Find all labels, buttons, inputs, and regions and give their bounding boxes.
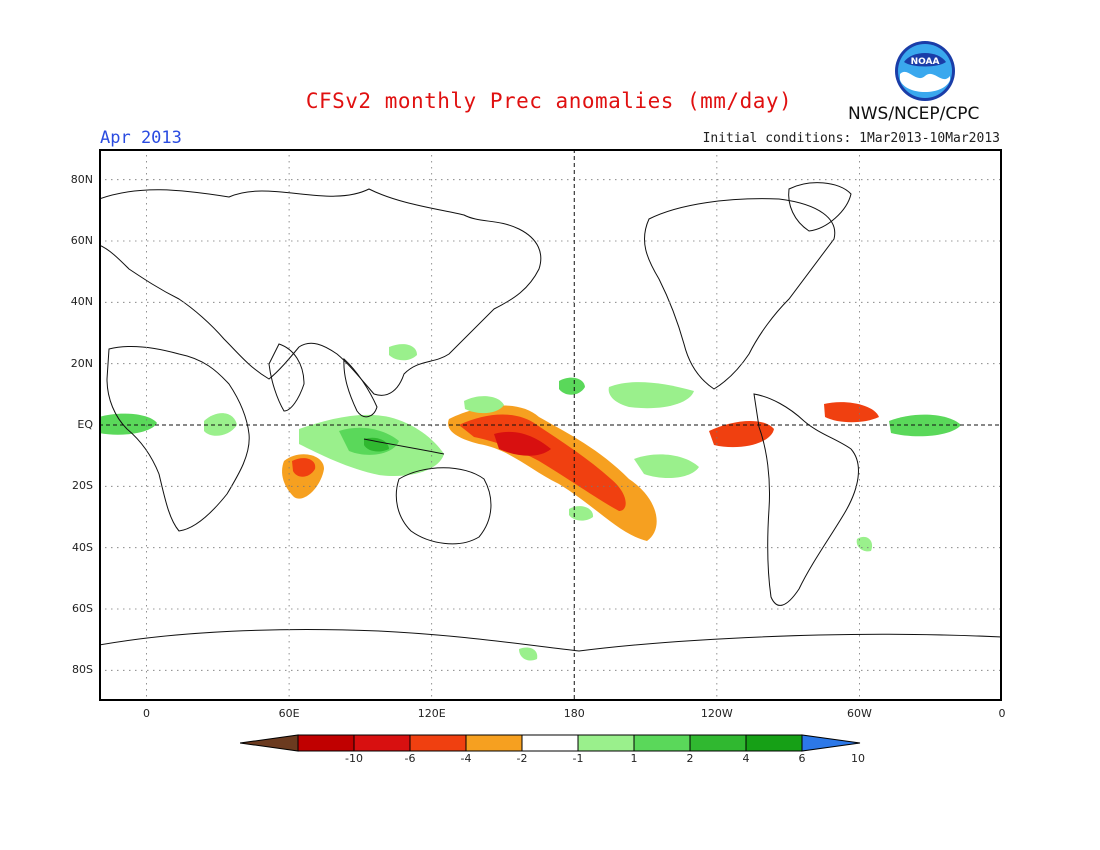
lat-tick-label: 40N — [70, 295, 93, 309]
precip-anomaly-map — [99, 149, 1002, 701]
colorbar-tick-label: -10 — [345, 752, 363, 765]
lon-tick-label: 0 — [143, 707, 151, 720]
colorbar-swatch — [465, 734, 523, 752]
colorbar-tick-label: 2 — [686, 752, 694, 765]
svg-text:NOAA: NOAA — [911, 57, 940, 67]
agency-label: NWS/NCEP/CPC — [848, 104, 980, 124]
lon-tick-label: 60E — [278, 707, 300, 720]
colorbar-swatch — [409, 734, 467, 752]
month-label: Apr 2013 — [100, 128, 182, 148]
colorbar-tick-label: -1 — [572, 752, 584, 765]
colorbar-tick-label: -2 — [516, 752, 528, 765]
chart-title: CFSv2 monthly Prec anomalies (mm/day) — [305, 89, 793, 113]
colorbar-tick-label: 10 — [851, 752, 865, 765]
colorbar-swatch — [577, 734, 635, 752]
lon-tick-label: 0 — [998, 707, 1006, 720]
lon-tick-label: 180 — [563, 707, 585, 720]
coastlines — [99, 182, 1002, 652]
lon-tick-label: 120E — [417, 707, 446, 720]
colorbar-tick-label: 4 — [742, 752, 750, 765]
lat-tick-label: EQ — [77, 418, 93, 431]
lat-tick-label: 80S — [72, 663, 93, 677]
lon-tick-label: 60W — [846, 707, 872, 720]
colorbar-arrow-low — [240, 734, 299, 752]
lat-tick-label: 60S — [72, 602, 93, 615]
lat-tick-label: 20N — [70, 356, 93, 370]
colorbar-tick-label: 6 — [798, 752, 806, 765]
colorbar-swatch — [521, 734, 579, 752]
noaa-logo-icon: NOAA — [894, 40, 956, 102]
colorbar — [240, 733, 862, 773]
lat-tick-label: 60N — [70, 234, 93, 247]
lat-tick-label: 40S — [72, 540, 93, 554]
anomaly-shading — [99, 344, 961, 661]
colorbar-tick-label: 1 — [630, 752, 638, 765]
colorbar-swatch — [745, 734, 803, 752]
colorbar-swatch — [633, 734, 691, 752]
colorbar-swatch — [297, 734, 355, 752]
map-frame — [99, 149, 1002, 701]
initial-conditions-label: Initial conditions: 1Mar2013-10Mar2013 — [702, 131, 1000, 146]
colorbar-swatch — [353, 734, 411, 752]
colorbar-tick-label: -4 — [460, 752, 472, 765]
lon-tick-label: 120W — [700, 707, 733, 720]
lat-tick-label: 20S — [72, 479, 93, 493]
colorbar-arrow-high — [801, 734, 861, 752]
colorbar-swatch — [689, 734, 747, 752]
reference-lines — [99, 149, 1002, 701]
colorbar-tick-label: -6 — [404, 752, 416, 765]
lat-tick-label: 80N — [70, 172, 93, 186]
